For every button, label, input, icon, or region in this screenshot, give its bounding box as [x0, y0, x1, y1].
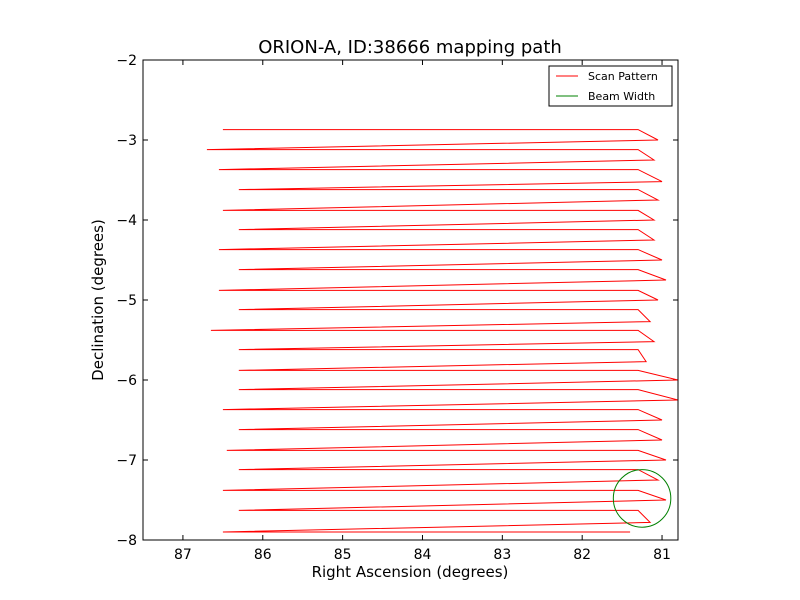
- y-tick-label: −7: [116, 453, 137, 469]
- series-layer: [206, 129, 678, 533]
- chart-title: ORION-A, ID:38666 mapping path: [258, 37, 562, 58]
- legend-label-beam-width: Beam Width: [588, 90, 655, 103]
- y-tick-label: −4: [116, 213, 137, 229]
- x-tick-label: 83: [493, 547, 511, 563]
- legend: Scan Pattern Beam Width: [548, 65, 673, 107]
- y-tick-label: −2: [116, 53, 137, 69]
- axes-frame: [142, 59, 679, 541]
- beam-width-circle: [612, 469, 672, 528]
- y-axis-label: Declination (degrees): [89, 219, 107, 381]
- legend-box: [548, 65, 673, 107]
- x-tick-label: 86: [254, 547, 272, 563]
- x-tick-label: 85: [334, 547, 352, 563]
- tick-layer: 87 86 85 84 83 82 81 −2 −3 −4 −5 −6 −7 −8: [116, 53, 678, 563]
- y-tick-label: −5: [116, 293, 137, 309]
- x-axis-label: Right Ascension (degrees): [312, 563, 509, 581]
- x-tick-label: 81: [653, 547, 671, 563]
- plot-area: [206, 129, 678, 533]
- y-tick-label: −6: [116, 373, 137, 389]
- x-tick-label: 87: [174, 547, 192, 563]
- x-tick-label: 82: [573, 547, 591, 563]
- scan-pattern-line: [206, 129, 678, 533]
- legend-label-scan-pattern: Scan Pattern: [588, 70, 658, 83]
- x-tick-label: 84: [414, 547, 432, 563]
- y-tick-label: −3: [116, 133, 137, 149]
- y-tick-label: −8: [116, 533, 137, 549]
